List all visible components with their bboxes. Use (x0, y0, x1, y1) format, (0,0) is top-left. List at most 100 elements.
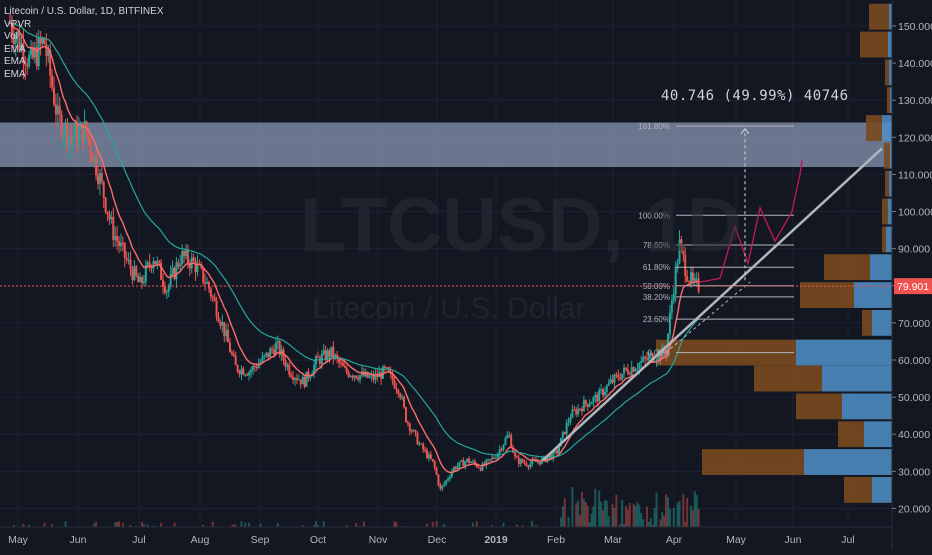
candle-body (680, 239, 683, 247)
candle-body (447, 478, 450, 481)
x-tick-label: Jun (70, 534, 87, 546)
candle-body (468, 458, 471, 463)
candle-body (623, 367, 626, 374)
candle-body (228, 342, 231, 353)
trend-line[interactable] (542, 147, 883, 462)
candle-body (148, 262, 151, 266)
candle-body (288, 364, 291, 375)
candle-body (695, 278, 698, 280)
candle-body (575, 409, 578, 415)
candle-body (28, 54, 31, 67)
volume-bar (655, 492, 658, 549)
candle-body (129, 259, 132, 270)
candle-body (460, 460, 463, 462)
volume-profile-up-bar (889, 59, 892, 86)
volume-bar (621, 499, 624, 549)
candle-body (414, 430, 417, 433)
candle-body (240, 368, 243, 375)
candle-body (466, 458, 469, 462)
candle-body (517, 457, 520, 464)
candle-body (238, 371, 241, 375)
candle-body (674, 266, 677, 295)
candle-body (408, 423, 411, 431)
candle-body (649, 353, 652, 356)
y-tick-label: 120.000 (898, 132, 932, 144)
price-axis[interactable] (892, 0, 932, 550)
candle-body (561, 431, 564, 438)
candle-body (510, 435, 513, 448)
volume-profile-down-bar (885, 59, 889, 86)
volume-profile-up-bar (796, 339, 892, 366)
candle-body (366, 371, 369, 378)
candle-body (194, 260, 197, 273)
candle-body (290, 374, 293, 378)
candle-body (565, 422, 568, 435)
measure-label: 40.746 (49.99%) 40746 (661, 88, 849, 104)
candle-body (403, 397, 406, 408)
candle-body (102, 181, 105, 198)
candle-body (697, 278, 700, 292)
candle-body (487, 459, 490, 461)
volume-bar (571, 487, 574, 549)
symbol-watermark: LTCUSD, 1D (300, 183, 742, 268)
volume-profile-up-bar (864, 421, 892, 448)
candle-body (404, 407, 407, 422)
time-axis[interactable] (0, 527, 892, 550)
candle-body (20, 43, 23, 50)
indicator-ema-1[interactable]: EMA (4, 43, 26, 55)
candle-body (87, 134, 90, 141)
candle-body (450, 471, 453, 477)
candle-body (259, 361, 262, 364)
indicator-vol[interactable]: Vol (4, 31, 18, 42)
fib-level-label: 100.00% (638, 211, 670, 220)
volume-profile-up-bar (842, 393, 892, 420)
indicator-ema-2[interactable]: EMA (4, 56, 26, 67)
volume-bar (682, 494, 685, 549)
x-tick-label: 2019 (484, 534, 508, 546)
candle-body (362, 371, 365, 377)
y-tick-label: 130.000 (898, 95, 932, 107)
symbol-title[interactable]: Litecoin / U.S. Dollar, 1D, BITFINEX (4, 6, 164, 17)
candle-body (617, 374, 620, 379)
candle-body (609, 379, 612, 384)
candle-body (75, 124, 78, 144)
volume-bar (636, 502, 639, 549)
candle-body (74, 124, 77, 138)
candle-body (500, 448, 503, 450)
candle-body (636, 368, 639, 370)
candle-body (286, 364, 289, 367)
indicator-ema-3[interactable]: EMA (4, 68, 26, 80)
candle-body (552, 450, 555, 460)
x-tick-label: Mar (604, 534, 623, 546)
candle-body (116, 236, 119, 242)
candle-body (498, 448, 501, 454)
indicator-vpvr[interactable]: VPVR (4, 18, 32, 30)
candle-body (489, 459, 492, 461)
chart-legend: Litecoin / U.S. Dollar, 1D, BITFINEX VPV… (4, 6, 164, 81)
candle-body (31, 47, 34, 58)
candle-body (47, 50, 50, 57)
candle-body (156, 260, 159, 265)
candle-body (452, 467, 455, 472)
candle-body (33, 47, 36, 58)
volume-profile-down-bar (754, 365, 822, 392)
candle-body (332, 346, 335, 359)
y-tick-label: 30.000 (898, 466, 930, 478)
candle-body (519, 459, 522, 464)
volume-profile-up-bar (804, 449, 892, 475)
candle-body (470, 462, 473, 464)
candle-body (242, 368, 245, 375)
x-tick-label: Apr (666, 534, 683, 546)
candle-body (250, 370, 253, 373)
candle-body (479, 467, 482, 471)
resistance-zone[interactable] (0, 122, 892, 168)
candle-body (81, 123, 84, 143)
candle-body (165, 291, 168, 293)
volume-bar (598, 490, 601, 549)
projected-path[interactable] (699, 159, 803, 283)
y-tick-label: 50.000 (898, 392, 930, 404)
volume-profile-up-bar (886, 226, 892, 253)
candle-body (114, 236, 117, 240)
